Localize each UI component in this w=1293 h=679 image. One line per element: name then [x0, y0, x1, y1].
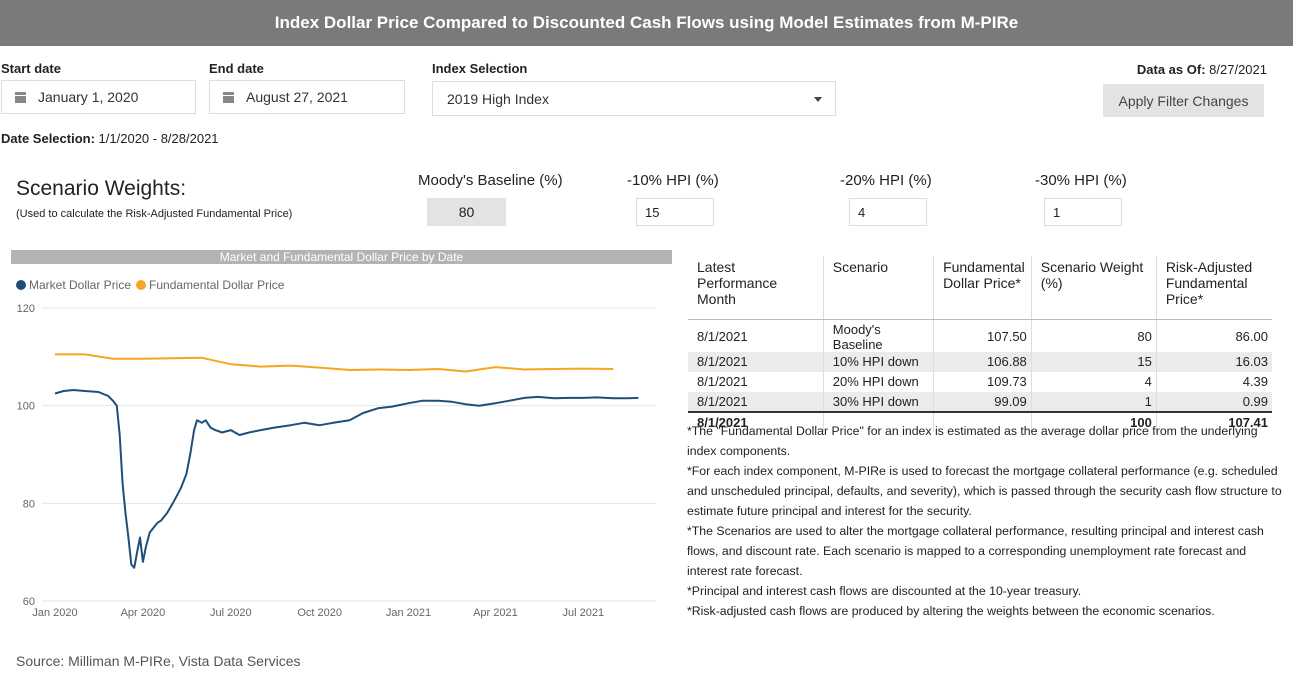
table-row: 8/1/2021 20% HPI down 109.73 4 4.39: [688, 371, 1272, 392]
cell-month: 8/1/2021: [688, 391, 824, 412]
date-selection-label: Date Selection:: [1, 131, 95, 146]
date-selection: Date Selection: 1/1/2020 - 8/28/2021: [1, 131, 219, 146]
cell-weight: 15: [1031, 351, 1157, 372]
calendar-icon: [223, 91, 234, 103]
scenario-weights-title: Scenario Weights:: [16, 177, 187, 200]
col-header-risk-adjusted: Risk-Adjusted Fundamental Price*: [1156, 256, 1272, 320]
legend-item-fundamental[interactable]: Fundamental Dollar Price: [136, 278, 284, 292]
cell-month: 8/1/2021: [688, 351, 824, 372]
cell-risk-adjusted: 86.00: [1235, 329, 1268, 344]
cell-month: 8/1/2021: [688, 410, 824, 432]
date-selection-value: 1/1/2020 - 8/28/2021: [98, 131, 219, 146]
cell-risk-adjusted: 16.03: [1156, 351, 1272, 372]
footnote: *For each index component, M-PIRe is use…: [687, 464, 1282, 518]
legend-label-fundamental: Fundamental Dollar Price: [149, 278, 285, 292]
weight-label-baseline: Moody's Baseline (%): [418, 172, 563, 189]
chevron-down-icon: [814, 97, 822, 102]
start-date-value: January 1, 2020: [38, 89, 139, 105]
y-tick-label: 120: [17, 303, 35, 315]
col-header-scenario: Scenario: [823, 256, 935, 320]
cell-scenario: 10% HPI down: [823, 351, 935, 372]
fundamental-price-line[interactable]: [55, 353, 614, 373]
cell-scenario: 20% HPI down: [823, 371, 935, 392]
index-selection-value: 2019 High Index: [447, 90, 549, 107]
table-row: 8/1/2021 Moody's Baseline 107.50 80 86.0…: [688, 319, 1272, 352]
weight-label-hpi-10: -10% HPI (%): [627, 172, 719, 189]
cell-scenario: [823, 410, 935, 432]
table-total-row: 8/1/2021 100 107.41: [688, 410, 1272, 432]
scenario-weights-subtitle: (Used to calculate the Risk-Adjusted Fun…: [16, 208, 293, 220]
cell-risk-adjusted: 4.39: [1242, 374, 1268, 389]
x-tick-label: Apr 2020: [121, 607, 166, 619]
end-date-value: August 27, 2021: [246, 89, 348, 105]
weight-input-hpi-10[interactable]: 15: [636, 198, 714, 226]
legend-item-market[interactable]: Market Dollar Price: [16, 278, 131, 292]
col-header-scenario-weight: Scenario Weight (%): [1031, 256, 1157, 320]
y-tick-label: 100: [17, 401, 35, 413]
cell-fundamental-price: [933, 410, 1032, 432]
cell-month: 8/1/2021: [688, 371, 824, 392]
index-selection-label: Index Selection: [432, 61, 528, 76]
x-tick-label: Oct 2020: [297, 607, 342, 619]
weight-label-hpi-30: -30% HPI (%): [1035, 172, 1127, 189]
footnote: *Risk-adjusted cash flows are produced b…: [687, 604, 1215, 618]
cell-fundamental-price: 106.88: [933, 351, 1032, 372]
footnote: *The Scenarios are used to alter the mor…: [687, 524, 1264, 578]
cell-scenario: Moody's Baseline: [823, 319, 935, 352]
y-tick-label: 80: [23, 498, 35, 510]
weight-value-baseline: 80: [427, 198, 506, 226]
x-tick-label: Jan 2020: [32, 607, 77, 619]
x-tick-label: Jul 2021: [563, 607, 605, 619]
cell-fundamental-price: 109.73: [933, 371, 1032, 392]
market-price-line[interactable]: [54, 389, 639, 569]
footnotes: *The "Fundamental Dollar Price" for an i…: [687, 421, 1287, 621]
weight-input-hpi-20[interactable]: 4: [849, 198, 927, 226]
data-as-of-value: 8/27/2021: [1209, 62, 1267, 77]
cell-weight: 80: [1031, 319, 1157, 352]
legend-dot-fundamental: [136, 280, 147, 290]
y-tick-label: 60: [23, 596, 35, 608]
chart-title: Market and Fundamental Dollar Price by D…: [11, 250, 672, 264]
footnote: *The "Fundamental Dollar Price" for an i…: [687, 424, 1258, 458]
cell-weight: 100: [1031, 410, 1157, 432]
end-date-picker[interactable]: August 27, 2021: [209, 80, 405, 114]
cell-month: 8/1/2021: [688, 319, 824, 352]
cell-risk-adjusted: 107.41: [1156, 410, 1272, 432]
start-date-label: Start date: [1, 61, 61, 76]
x-tick-label: Jul 2020: [210, 607, 252, 619]
table-row: 8/1/2021 30% HPI down 99.09 1 0.99: [688, 391, 1272, 412]
x-tick-label: Apr 2021: [473, 607, 518, 619]
col-header-month: Latest Performance Month: [688, 256, 824, 320]
table-row: 8/1/2021 10% HPI down 106.88 15 16.03: [688, 351, 1272, 372]
scenario-table: Latest Performance Month Scenario Fundam…: [688, 256, 1272, 432]
legend-dot-market: [16, 280, 26, 290]
data-as-of-label: Data as Of:: [1136, 62, 1206, 77]
legend-label-market: Market Dollar Price: [29, 278, 132, 292]
dashboard-title: Index Dollar Price Compared to Discounte…: [0, 0, 1293, 46]
cell-risk-adjusted: 0.99: [1156, 391, 1272, 412]
weight-label-hpi-20: -20% HPI (%): [840, 172, 932, 189]
start-date-picker[interactable]: January 1, 2020: [1, 80, 196, 114]
weight-input-hpi-30[interactable]: 1: [1044, 198, 1122, 226]
footnote: *Principal and interest cash flows are d…: [687, 584, 1082, 598]
data-as-of: Data as Of: 8/27/2021: [1137, 62, 1267, 77]
apply-filter-button[interactable]: Apply Filter Changes: [1103, 84, 1264, 117]
end-date-label: End date: [209, 61, 264, 76]
source-note: Source: Milliman M-PIRe, Vista Data Serv…: [16, 653, 301, 669]
cell-weight: 1: [1031, 391, 1157, 412]
x-tick-label: Jan 2021: [386, 607, 431, 619]
cell-fundamental-price: 107.50: [933, 319, 1032, 352]
col-header-fundamental-price: Fundamental Dollar Price*: [933, 256, 1032, 320]
chart-legend: Market Dollar Price Fundamental Dollar P…: [16, 278, 289, 292]
cell-weight: 4: [1031, 371, 1157, 392]
cell-scenario: 30% HPI down: [823, 391, 935, 412]
cell-fundamental-price: 99.09: [933, 391, 1032, 412]
calendar-icon: [15, 91, 26, 103]
index-selection-dropdown[interactable]: 2019 High Index: [432, 81, 836, 116]
